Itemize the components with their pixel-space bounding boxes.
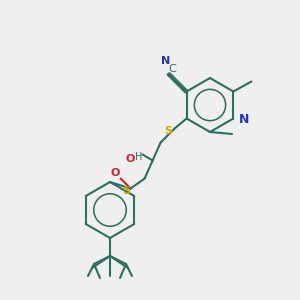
Text: O: O [111,169,120,178]
Text: H: H [135,152,142,161]
Text: C: C [169,64,176,74]
Text: O: O [126,154,135,164]
Text: N: N [238,113,249,126]
Text: N: N [161,56,170,67]
Text: S: S [165,125,172,136]
Text: S: S [123,185,130,196]
